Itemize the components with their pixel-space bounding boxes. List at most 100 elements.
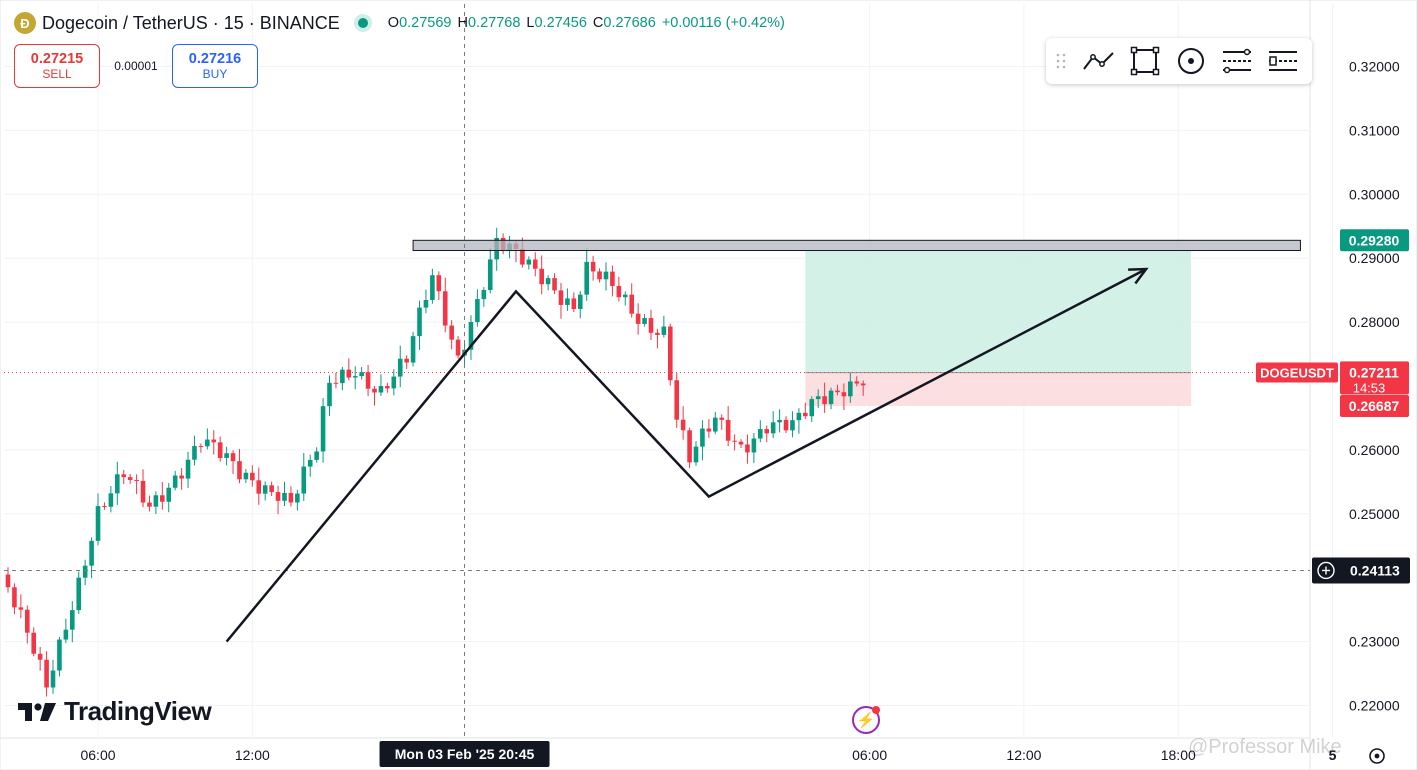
candle-body [713,417,718,432]
candle-body [764,429,770,434]
candle-body [449,325,454,340]
position-zones[interactable] [805,250,1192,407]
candle-body [211,439,217,443]
x-tick-label: 12:00 [1006,747,1041,763]
add-plus-icon[interactable] [1317,561,1335,580]
target-zone[interactable] [805,250,1192,373]
candle-body [732,440,737,442]
candle-body [828,390,834,405]
resistance-zone[interactable] [412,239,1301,252]
candle-body [230,453,236,462]
candle-body [693,446,699,463]
candle-body [359,372,364,377]
y-tick-label: 0.31000 [1349,122,1400,138]
candle-body [102,506,107,508]
candle-body [57,639,62,671]
y-tick-label: 0.28000 [1349,314,1400,330]
crosshair-price-label: 0.24113 [1350,562,1400,578]
path-tool-icon[interactable] [1076,38,1122,84]
candle-body [391,376,397,389]
last-price-block[interactable] [1340,361,1409,395]
candle-body [346,369,352,378]
pattern-path-line[interactable] [225,267,1147,643]
candle-body [5,574,11,588]
drawing-toolbar [1046,38,1312,84]
axis-settings-icon[interactable] [1369,748,1385,764]
candle-body [674,380,680,420]
symbol-tag-bg[interactable] [1256,362,1338,383]
crosshair-price-bg[interactable] [1312,557,1410,584]
candle-body [352,376,358,378]
candle-body [796,412,802,421]
candlestick-series [5,227,866,697]
stop-price-label-bg[interactable] [1340,395,1409,418]
candle-body [192,446,197,460]
ohlc-values: O0.27569 H0.27768 L0.27456 C0.27686 +0.0… [387,15,785,31]
candle-body [661,326,667,335]
author-watermark: @Professor Mike [1188,736,1342,758]
settings-lines-icon[interactable] [1260,38,1306,84]
alerts-bolt-icon[interactable]: ⚡ [852,706,880,734]
market-status-icon[interactable] [357,18,368,28]
candle-body [314,451,319,460]
x-tick-label: 06:00 [80,747,115,763]
fib-tool-icon[interactable] [1214,38,1260,84]
target-price-label-bg[interactable] [1340,229,1409,252]
candle-body [44,659,49,688]
x-tick-label: 06:00 [852,747,887,763]
pattern-drawings[interactable] [4,4,1310,738]
candle-body [700,428,705,447]
candle-body [725,419,731,441]
candle-body [282,492,287,501]
candle-body [256,480,262,494]
x-tick-label: 5 [1329,747,1337,763]
axis-settings-icon-center [1374,753,1380,759]
crosshair-date-label[interactable]: Mon 03 Feb '25 20:45 [395,746,535,762]
buy-button[interactable]: 0.27216 BUY [172,44,258,88]
symbol-title[interactable]: Dogecoin / TetherUS · 15 · BINANCE [42,12,340,33]
candle-body [738,441,744,445]
last-price-label[interactable]: 0.27211 [1349,365,1399,381]
candle-body [37,653,43,660]
candle-body [603,271,609,280]
candle-body [616,285,622,298]
candle-body [70,610,75,630]
price-change: +0.00116 (+0.42%) [661,15,785,31]
symbol-tag-label[interactable]: DOGEUSDT [1260,366,1334,381]
candle-body [455,339,461,356]
candle-body [198,446,204,448]
y-tick-label: 0.23000 [1349,634,1400,650]
candle-body [160,495,165,502]
price-axis[interactable]: 0.32000 0.31000 0.30000 0.29000 0.28000 0.260… [1256,59,1410,714]
stop-price-label[interactable]: 0.26687 [1349,398,1400,414]
notification-dot-icon [872,706,880,714]
arrow-head[interactable] [1128,267,1149,285]
candle-body [250,472,255,481]
stop-zone[interactable] [805,372,1192,407]
crosshair-date-bg[interactable] [379,741,550,767]
candle-body [655,332,660,335]
dogecoin-logo-icon: Ð [14,12,36,34]
target-price-label[interactable]: 0.29280 [1349,232,1400,248]
tradingview-logo[interactable]: TradingView [18,696,212,727]
candle-body [217,442,223,458]
candle-body [667,326,673,381]
circle-tool-icon[interactable] [1168,38,1214,84]
countdown-label: 14:53 [1353,381,1386,396]
candle-body [82,565,88,578]
candle-body [648,318,654,333]
y-tick-label: 0.29000 [1349,250,1400,266]
drag-handle-icon[interactable] [1046,38,1076,84]
candle-body [539,268,544,285]
candle-body [642,318,647,324]
candle-body [423,299,429,308]
rectangle-tool-icon[interactable] [1122,38,1168,84]
candle-body [333,382,339,384]
y-tick-label: 0.30000 [1349,186,1400,202]
sell-button[interactable]: 0.27215 SELL [14,44,100,88]
candle-body [577,294,583,309]
candle-body [127,477,133,480]
candle-body [63,629,69,640]
